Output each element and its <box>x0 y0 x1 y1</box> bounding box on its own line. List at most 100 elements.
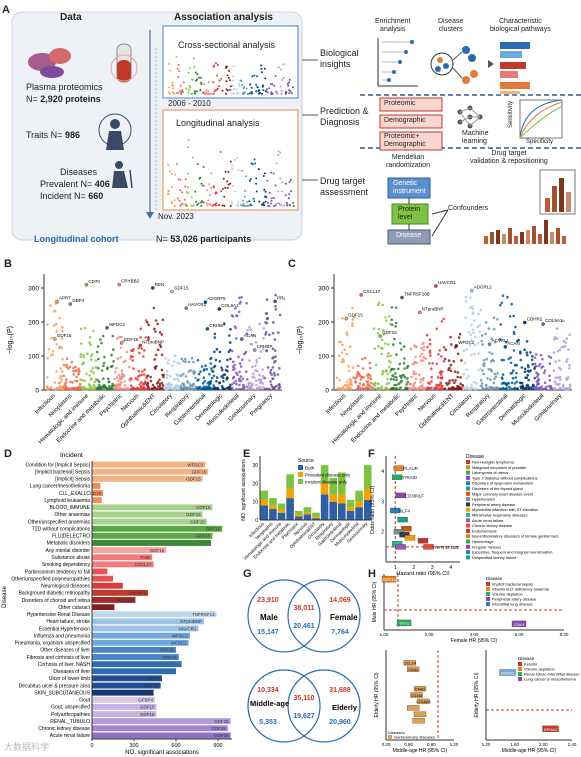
mini-point <box>173 204 176 207</box>
manhattan-point <box>220 375 223 378</box>
manhattan-point <box>275 384 279 388</box>
manhattan-point <box>418 373 421 376</box>
manhattan-point <box>61 329 64 333</box>
mini-point <box>263 172 266 175</box>
manhattan-point <box>166 373 169 377</box>
stack-segment <box>338 503 346 520</box>
manhattan-point <box>139 327 143 330</box>
manhattan-point <box>394 372 397 375</box>
mini-point <box>221 188 224 190</box>
mini-point <box>218 79 221 82</box>
manhattan-point <box>120 369 124 372</box>
mini-point <box>289 90 292 93</box>
disease-label: Chronic kidney disease <box>38 726 90 732</box>
manhattan-point <box>159 345 163 348</box>
x-axis-label: Middle-age HR (95% CI) <box>502 748 557 754</box>
manhattan-point <box>96 387 100 391</box>
proteomic-box <box>379 97 443 112</box>
mini-point <box>242 204 245 207</box>
manhattan-point <box>156 380 160 384</box>
manhattan-point <box>564 341 567 344</box>
manhattan-point <box>438 349 441 352</box>
mini-point <box>209 203 212 206</box>
manhattan-point <box>493 372 497 376</box>
manhattan-point <box>568 333 571 337</box>
manhattan-point <box>558 387 561 390</box>
point <box>395 492 406 499</box>
legend-swatch <box>466 460 470 464</box>
stack-segment <box>363 499 372 520</box>
manhattan-point <box>144 336 148 339</box>
manhattan-point <box>348 345 352 349</box>
mini-point <box>207 90 210 93</box>
participants-n: N= 53,026 participants <box>156 234 251 244</box>
legend-label: Prevalent disease only <box>305 473 351 478</box>
y-tick-label: 20 <box>252 481 258 487</box>
manhattan-point <box>429 354 432 357</box>
gene-label: TNFRSF10B <box>404 292 430 297</box>
disease-label: Disorders of choroid and retina <box>22 598 91 604</box>
manhattan-point <box>230 383 234 386</box>
manhattan-point <box>425 333 429 337</box>
manhattan-point <box>172 377 176 381</box>
manhattan-point <box>482 372 486 376</box>
manhattan-point <box>137 369 141 373</box>
disease-clusters-label: Disease clusters <box>438 18 463 34</box>
gene-label: GBP4 <box>72 298 85 303</box>
manhattan-point <box>419 378 423 381</box>
mini-point <box>245 201 248 203</box>
manhattan-point <box>418 354 422 358</box>
mini-point <box>199 88 202 91</box>
manhattan-point <box>464 300 468 303</box>
manhattan-point <box>488 351 491 354</box>
mini-point <box>177 178 180 181</box>
panel-letter-e: E <box>243 448 251 460</box>
disease-label: Diseases of liver <box>53 669 90 675</box>
mini-point <box>197 202 200 205</box>
manhattan-point <box>456 375 459 379</box>
manhattan-point <box>93 380 97 384</box>
mini-point <box>261 71 263 74</box>
bar <box>92 725 228 732</box>
manhattan-point <box>395 376 398 379</box>
mini-point <box>168 91 170 94</box>
manhattan-point <box>59 367 62 370</box>
manhattan-point <box>406 380 410 384</box>
legend-label: Excessive, frequent and irregular menstr… <box>472 550 552 555</box>
manhattan-point <box>565 337 569 340</box>
manhattan-point <box>74 369 77 373</box>
legend-label: Both <box>305 466 315 471</box>
manhattan-point <box>540 366 543 369</box>
manhattan-point <box>169 375 172 378</box>
mini-point <box>233 88 236 90</box>
stack-segment <box>286 474 294 489</box>
point-label: GDF15 <box>383 577 397 582</box>
bar-protein-label: GDF15 <box>186 477 201 482</box>
legend-label: Disorders of lipoprotein metabolism <box>472 481 533 486</box>
mini-point <box>177 76 180 78</box>
manhattan-point <box>385 319 388 323</box>
mini-point <box>181 89 184 91</box>
bar-protein-label: GFBP4 <box>138 698 153 703</box>
manhattan-point <box>462 372 466 376</box>
x-tick-label: 6.00 <box>515 632 524 637</box>
legend-title: Disease <box>518 656 535 661</box>
manhattan-point <box>238 362 242 365</box>
gene-label: HAVCR1 <box>188 302 206 307</box>
manhattan-point <box>240 296 243 299</box>
prot-demo-line2: Demographic <box>384 141 426 148</box>
manhattan-point <box>487 367 490 371</box>
manhattan-point <box>102 386 106 390</box>
manhattan-point <box>238 296 241 299</box>
manhattan-point <box>153 358 156 361</box>
manhattan-point <box>501 373 505 376</box>
manhattan-point <box>237 387 241 391</box>
manhattan-point <box>177 385 180 389</box>
bar <box>92 582 123 589</box>
manhattan-point <box>191 387 194 391</box>
mini-point <box>196 163 199 166</box>
legend-swatch <box>486 582 490 586</box>
bar <box>92 525 223 532</box>
mini-point <box>240 80 243 82</box>
